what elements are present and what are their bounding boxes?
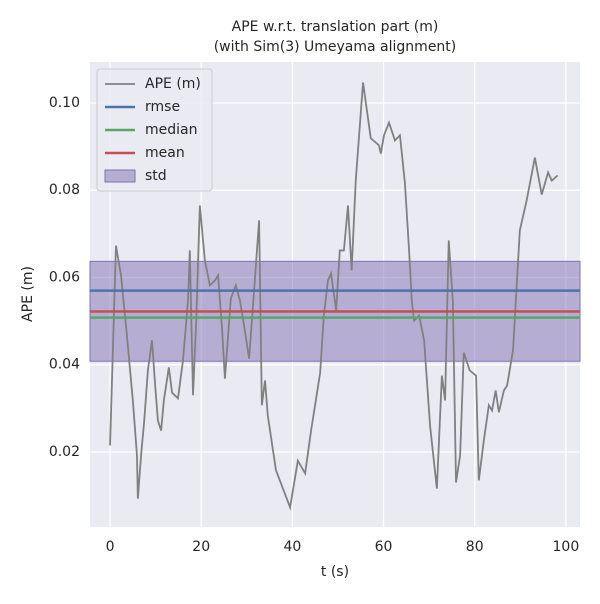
x-axis-label: t (s) <box>321 564 349 580</box>
legend-label: median <box>145 122 197 138</box>
y-tick-label: 0.06 <box>49 269 80 285</box>
chart-title: APE w.r.t. translation part (m) <box>232 19 439 35</box>
legend-label: rmse <box>145 99 180 115</box>
y-tick-label: 0.10 <box>49 95 80 111</box>
y-axis-label: APE (m) <box>20 266 36 322</box>
x-tick-label: 20 <box>192 539 210 555</box>
y-tick-label: 0.02 <box>49 444 80 460</box>
x-tick-label: 100 <box>553 539 580 555</box>
ape-line <box>109 82 559 511</box>
x-tick-label: 0 <box>106 539 115 555</box>
chart-subtitle: (with Sim(3) Umeyama alignment) <box>214 39 457 55</box>
legend-label: APE (m) <box>145 76 201 92</box>
legend-label: std <box>145 168 167 184</box>
y-tick-label: 0.04 <box>49 357 80 373</box>
legend-box <box>96 68 213 192</box>
x-tick-label: 40 <box>283 539 301 555</box>
legend-swatch <box>104 169 136 183</box>
x-tick-label: 60 <box>375 539 393 555</box>
y-tick-label: 0.08 <box>49 182 80 198</box>
x-tick-label: 80 <box>466 539 484 555</box>
legend-label: mean <box>145 145 185 161</box>
